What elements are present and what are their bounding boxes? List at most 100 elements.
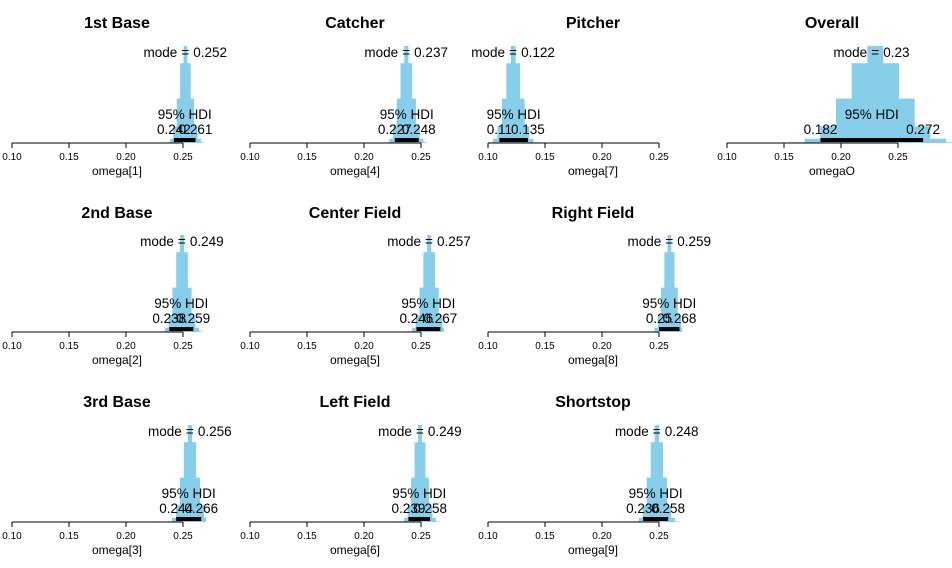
x-axis-label: omega[8] — [568, 353, 618, 367]
histogram-bar — [404, 517, 408, 522]
histogram-bar — [674, 287, 678, 332]
mode-label: mode — [364, 45, 398, 60]
histogram-bar — [176, 98, 181, 143]
x-tick-label: 0.25 — [411, 152, 431, 163]
x-tick-label: 0.25 — [649, 341, 669, 352]
hdi-low-value: 0.227 — [378, 122, 412, 137]
histogram-bar — [898, 98, 915, 143]
mode-equals-sign: = — [181, 45, 189, 60]
hdi-low-value: 0.239 — [392, 501, 426, 516]
hdi-label: 95% HDI — [845, 107, 899, 122]
histogram-bar — [680, 327, 683, 332]
x-axis-label: omega[6] — [330, 543, 380, 557]
hdi-low-value: 0.244 — [159, 501, 193, 516]
hdi-label: 95% HDI — [642, 296, 696, 311]
hdi-high-value: 0.266 — [184, 501, 218, 516]
mode-value: 0.257 — [437, 234, 471, 249]
hdi-label: 95% HDI — [401, 296, 455, 311]
x-axis-label: omega[1] — [92, 164, 142, 178]
histogram-bar — [408, 63, 413, 143]
histogram-bar — [524, 126, 530, 143]
x-tick-label: 0.25 — [173, 341, 193, 352]
histogram-bar — [171, 517, 177, 522]
mode-value: 0.259 — [677, 234, 711, 249]
histogram-bar — [198, 331, 203, 332]
mode-label: mode — [627, 234, 661, 249]
histogram-bar — [930, 138, 947, 143]
histogram-bar — [190, 98, 195, 143]
histogram-bar — [392, 126, 398, 143]
histogram-bar — [197, 138, 201, 143]
histogram-bar — [415, 126, 420, 143]
mode-equals-sign: = — [425, 234, 433, 249]
histogram-bar — [434, 287, 439, 332]
mode-equals-sign: = — [178, 234, 186, 249]
panel-title: Shortstop — [555, 394, 631, 411]
panel-title: 3rd Base — [83, 394, 151, 411]
x-tick-label: 0.15 — [774, 152, 794, 163]
histogram-bar — [179, 477, 185, 522]
x-tick-label: 0.20 — [354, 341, 374, 352]
mode-label: mode — [140, 234, 174, 249]
histogram-bar — [515, 63, 521, 143]
histogram-bar — [642, 505, 648, 522]
histogram-bar — [179, 235, 185, 332]
x-tick-label: 0.10 — [240, 152, 260, 163]
x-tick-label: 0.20 — [354, 152, 374, 163]
panel-title: Overall — [805, 15, 859, 32]
x-tick-label: 0.15 — [535, 531, 555, 542]
mode-label: mode — [387, 234, 421, 249]
x-tick-label: 0.25 — [411, 531, 431, 542]
x-axis-label: omega[9] — [568, 543, 618, 557]
histogram-bar — [423, 252, 428, 332]
hdi-high-value: 0.268 — [663, 311, 697, 326]
mode-equals-sign: = — [186, 424, 194, 439]
hdi-high-value: 0.258 — [651, 501, 685, 516]
mode-value: 0.249 — [428, 424, 462, 439]
histogram-bar — [667, 235, 672, 332]
x-tick-label: 0.10 — [2, 531, 22, 542]
hdi-high-value: 0.248 — [402, 122, 436, 137]
hdi-low-value: 0.246 — [400, 311, 434, 326]
histogram-bar — [506, 63, 512, 143]
x-tick-label: 0.20 — [116, 152, 136, 163]
hdi-label: 95% HDI — [487, 107, 541, 122]
histogram-bar — [411, 98, 416, 143]
mode-value: 0.252 — [193, 45, 227, 60]
mode-equals-sign: = — [416, 424, 424, 439]
histogram-bar — [945, 142, 952, 143]
x-axis-label: omega[4] — [330, 164, 380, 178]
histogram-bar — [427, 235, 432, 332]
panel-title: Left Field — [319, 394, 390, 411]
mode-equals-sign: = — [402, 45, 410, 60]
mode-value: 0.249 — [190, 234, 224, 249]
x-tick-label: 0.15 — [535, 152, 555, 163]
hdi-label: 95% HDI — [154, 296, 208, 311]
histogram-bar — [836, 98, 852, 143]
histogram-bar — [432, 517, 436, 522]
histogram-bar — [664, 252, 668, 332]
hdi-high-value: 0.267 — [423, 311, 457, 326]
histogram-bar — [199, 505, 205, 522]
histogram-bar — [646, 477, 652, 522]
histogram-bar — [419, 138, 424, 143]
x-tick-label: 0.20 — [354, 531, 374, 542]
x-axis-label: omega[2] — [92, 353, 142, 367]
histogram-bar — [430, 252, 435, 332]
histogram-bar — [176, 252, 181, 332]
histogram-bar — [419, 287, 424, 332]
x-tick-label: 0.10 — [478, 531, 498, 542]
histogram-bar — [186, 63, 191, 143]
histogram-bar — [187, 425, 193, 522]
histogram-bar — [654, 327, 659, 332]
histogram-bar — [883, 63, 900, 143]
histogram-bar — [423, 142, 428, 143]
mode-equals-sign: = — [653, 424, 661, 439]
panel-title: Right Field — [552, 205, 635, 222]
x-tick-label: 0.25 — [649, 152, 669, 163]
x-tick-label: 0.20 — [116, 341, 136, 352]
panel-title: Catcher — [325, 15, 385, 32]
x-tick-label: 0.10 — [478, 152, 498, 163]
hdi-low-value: 0.238 — [152, 311, 186, 326]
